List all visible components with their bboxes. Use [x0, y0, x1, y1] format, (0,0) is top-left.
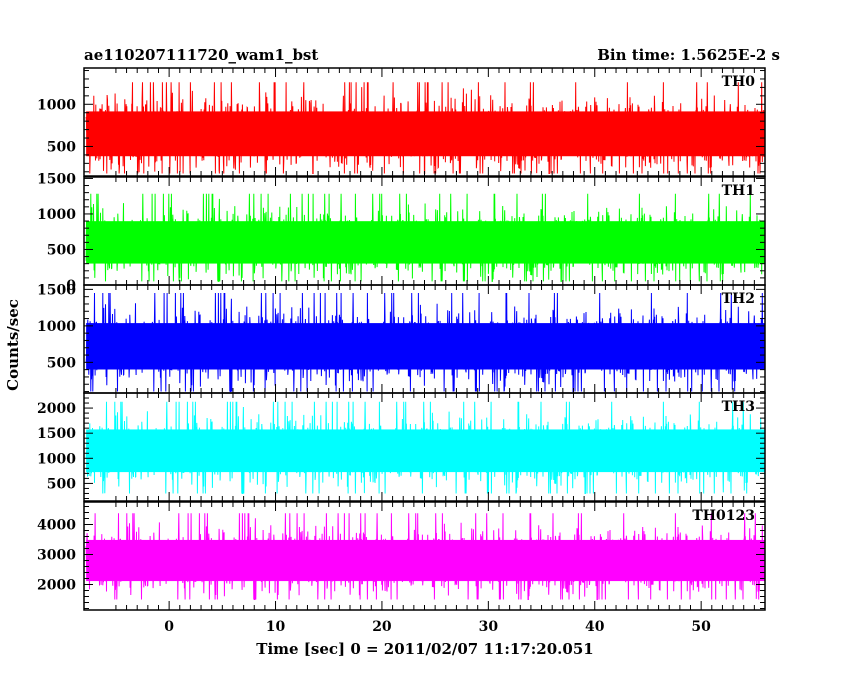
panel-label-th0123: TH0123 [692, 508, 755, 524]
panel-th2: 500 1000 1500 TH2 [37, 282, 766, 394]
x-tick-label: 0 [164, 619, 174, 635]
panel-th0: 500 1000 TH0 [37, 67, 766, 177]
y-tick-label: 1000 [37, 319, 76, 335]
panel-th0123: 2000 3000 4000 TH0123 [37, 501, 766, 611]
y-tick-label: 0 [66, 278, 76, 294]
panel-label-th3: TH3 [722, 399, 755, 415]
y-tick-label: 2000 [37, 401, 76, 417]
panel-label-th1: TH1 [722, 183, 755, 199]
y-tick-label: 500 [47, 242, 76, 258]
panels-group: 5001000TH0050010001500TH150010001500TH25… [37, 67, 766, 611]
y-tick-label: 4000 [37, 518, 76, 534]
x-axis-label: Time [sec] 0 = 2011/02/07 11:17:20.051 [256, 640, 593, 658]
y-tick-label: 1000 [37, 451, 76, 467]
chart-title: ae110207111720_wam1_bst [84, 46, 318, 64]
series-band-th2 [86, 323, 766, 370]
y-tick-label: 1500 [37, 426, 76, 442]
x-tick-label: 20 [372, 619, 392, 635]
chart-subtitle: Bin time: 1.5625E-2 s [597, 46, 780, 64]
y-tick-label: 500 [47, 139, 76, 155]
y-tick-label: 500 [47, 476, 76, 492]
y-axis-label: Counts/sec [4, 299, 22, 391]
panel-th3: 500 1000 1500 2000 TH3 [37, 392, 766, 502]
y-tick-label: 2000 [37, 578, 76, 594]
x-tick-label: 40 [585, 619, 605, 635]
panel-label-th2: TH2 [722, 291, 755, 307]
y-tick-label: 1500 [37, 282, 76, 298]
y-tick-label: 3000 [37, 548, 76, 564]
x-tick-label: 50 [691, 619, 711, 635]
y-tick-label: 500 [47, 355, 76, 371]
series-band-th0123 [86, 539, 766, 582]
y-tick-label: 1000 [37, 207, 76, 223]
x-axis: 0 10 20 30 40 50 [164, 619, 711, 635]
panel-th1: 0 500 1000 1500 TH1 [37, 171, 766, 294]
panel-label-th0: TH0 [722, 74, 756, 90]
series-band-th0 [86, 111, 766, 157]
series-band-th3 [86, 429, 766, 473]
y-tick-label: 1000 [37, 97, 76, 113]
x-tick-label: 10 [266, 619, 286, 635]
series-band-th1 [86, 221, 766, 264]
x-tick-label: 30 [479, 619, 499, 635]
y-tick-label: 1500 [37, 171, 76, 187]
